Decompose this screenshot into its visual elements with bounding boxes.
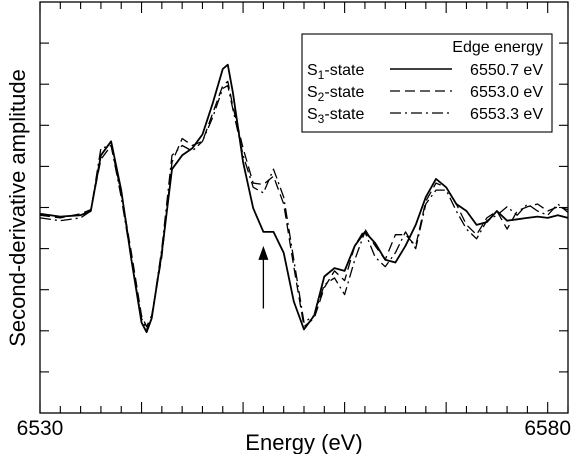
legend-header: Edge energy [452,39,543,56]
axis-ticks [39,2,569,413]
legend-edge-energy: 6553.3 eV [470,106,543,123]
x-tick-label: 6580 [524,417,571,440]
legend-state-label: S2-state [307,84,364,104]
legend-state-label: S3-state [307,106,364,126]
series-line-dashdot [39,84,569,331]
legend-edge-energy: 6550.7 eV [470,62,543,79]
legend-state-label: S1-state [307,62,364,82]
annotation-arrow-head [258,245,269,260]
x-axis-label: Energy (eV) [245,430,362,454]
x-tick-labels: 6530 6580 [17,417,571,440]
series-line-solid [39,63,569,334]
x-tick-label: 6530 [17,417,64,440]
series-layer [39,63,569,334]
series-line-dashed [39,80,569,328]
legend-box [301,33,553,133]
legend: Edge energy S1-state 6550.7 eV S2-state 655… [301,33,553,133]
annotation-layer [258,245,269,309]
legend-edge-energy: 6553.0 eV [470,84,543,101]
y-axis-label: Second-derivative amplitude [5,69,30,347]
